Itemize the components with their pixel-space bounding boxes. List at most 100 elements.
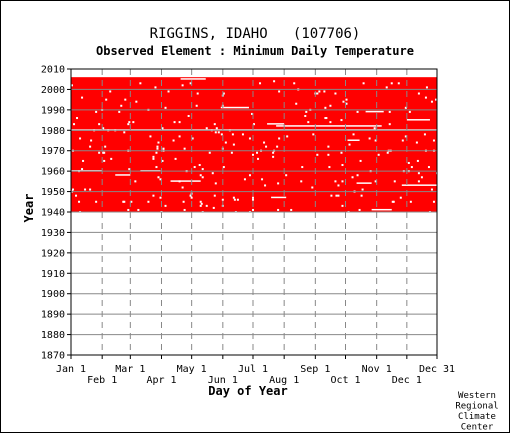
credit-line: Climate <box>458 412 496 422</box>
missing-data-segment <box>371 208 392 211</box>
missing-data-speck <box>307 121 310 124</box>
missing-data-speck <box>98 123 101 126</box>
missing-data-speck <box>425 86 428 89</box>
missing-data-speck <box>212 206 215 209</box>
x-tick-label: Dec 1 <box>392 375 422 386</box>
missing-data-speck <box>278 137 281 140</box>
missing-data-speck <box>193 166 196 169</box>
x-tick-label: Aug 1 <box>269 375 299 386</box>
missing-data-speck <box>377 153 380 156</box>
missing-data-speck <box>348 143 351 146</box>
missing-data-speck <box>173 121 176 124</box>
missing-data-speck <box>335 194 338 197</box>
missing-data-speck <box>110 157 113 160</box>
data-layer <box>71 77 438 213</box>
missing-data-speck <box>152 194 155 197</box>
missing-data-speck <box>90 139 93 142</box>
missing-data-speck <box>408 110 411 113</box>
missing-data-speck <box>250 112 253 115</box>
missing-data-speck <box>201 176 204 179</box>
missing-data-speck <box>191 137 194 140</box>
missing-data-speck <box>178 135 181 138</box>
missing-data-speck <box>127 123 130 126</box>
missing-data-speck <box>189 82 192 85</box>
missing-data-speck <box>159 178 162 181</box>
missing-data-speck <box>259 82 262 85</box>
missing-data-speck <box>277 208 280 211</box>
missing-data-speck <box>95 110 98 113</box>
missing-data-speck <box>397 82 400 85</box>
missing-data-speck <box>232 196 235 199</box>
y-tick-label: 1940 <box>41 208 65 219</box>
missing-data-speck <box>211 172 214 175</box>
missing-data-speck <box>399 196 402 199</box>
missing-data-speck <box>329 104 332 107</box>
missing-data-speck <box>205 127 208 130</box>
missing-data-speck <box>196 92 199 95</box>
missing-data-speck <box>161 127 164 130</box>
missing-data-speck <box>103 159 106 162</box>
missing-data-speck <box>420 176 423 179</box>
y-tick-label: 1990 <box>41 105 65 116</box>
missing-data-speck <box>233 198 236 201</box>
missing-data-speck <box>251 208 254 211</box>
y-tick-label: 1920 <box>41 248 65 259</box>
missing-data-speck <box>157 141 160 144</box>
missing-data-speck <box>340 151 343 154</box>
missing-data-speck <box>243 178 246 181</box>
missing-data-speck <box>342 100 345 103</box>
missing-data-speck <box>424 96 427 99</box>
missing-data-speck <box>130 200 133 203</box>
x-axis: Jan 1 Mar 1 May 1 Jul 1 Sep 1 Nov 1 Dec 31 Feb … <box>56 355 455 386</box>
missing-data-speck <box>208 151 211 154</box>
y-tick-label: 1960 <box>41 167 65 178</box>
missing-data-speck <box>304 114 307 117</box>
missing-data-speck <box>328 166 331 169</box>
missing-data-speck <box>147 200 150 203</box>
data-coverage-block <box>71 77 437 213</box>
missing-data-speck <box>102 151 105 154</box>
y-tick-label: 1910 <box>41 269 65 280</box>
x-axis-label: Day of Year <box>208 384 287 398</box>
missing-data-speck <box>241 133 244 136</box>
y-tick-label: 1880 <box>41 330 65 341</box>
missing-data-speck <box>149 135 152 138</box>
missing-data-speck <box>251 153 254 156</box>
missing-data-speck <box>104 145 107 148</box>
missing-data-speck <box>73 123 76 126</box>
missing-data-speck <box>124 98 127 101</box>
y-tick-label: 1900 <box>41 289 65 300</box>
missing-data-speck <box>351 176 354 179</box>
missing-data-speck <box>358 208 361 211</box>
missing-data-speck <box>230 151 233 154</box>
missing-data-speck <box>155 166 158 169</box>
missing-data-segment <box>180 78 206 80</box>
missing-data-speck <box>205 204 208 207</box>
x-tick-label: Feb 1 <box>87 375 117 386</box>
missing-data-speck <box>263 141 266 144</box>
missing-data-speck <box>341 164 344 167</box>
missing-data-speck <box>76 117 79 120</box>
missing-data-speck <box>182 200 185 203</box>
missing-data-speck <box>214 182 217 185</box>
y-tick-label: 1930 <box>41 228 65 239</box>
missing-data-speck <box>187 114 190 117</box>
x-tick-label: May 1 <box>177 364 207 375</box>
missing-data-speck <box>75 194 78 197</box>
missing-data-speck <box>359 159 362 162</box>
missing-data-speck <box>195 104 198 107</box>
missing-data-speck <box>72 188 75 191</box>
y-axis-label: Year <box>22 194 36 223</box>
missing-data-speck <box>128 168 131 171</box>
missing-data-speck <box>404 135 407 138</box>
credit-line: Western <box>458 391 496 401</box>
missing-data-speck <box>214 131 217 134</box>
credit-line: Center <box>461 423 494 433</box>
missing-data-speck <box>220 133 223 136</box>
missing-data-segment <box>271 196 287 199</box>
missing-data-speck <box>301 166 304 169</box>
missing-data-speck <box>337 194 340 197</box>
missing-data-speck <box>324 117 327 120</box>
